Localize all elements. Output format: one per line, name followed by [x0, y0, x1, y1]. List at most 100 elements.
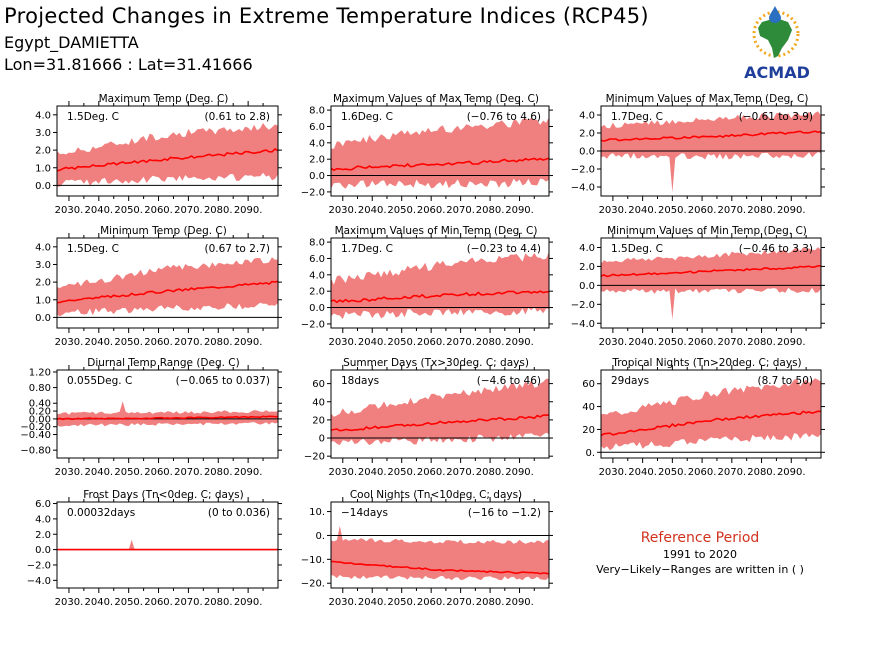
- y-tick-label: 0.80: [29, 383, 51, 394]
- x-tick-label: 2080.: [204, 467, 233, 478]
- x-tick-label: 2080.: [204, 205, 233, 216]
- y-tick-label: 1.20: [29, 367, 51, 378]
- x-tick-label: 2030.: [55, 205, 84, 216]
- sun-dots-icon: [752, 10, 800, 58]
- likely-range-band: [331, 117, 549, 189]
- y-tick-label: −0.80: [20, 446, 51, 457]
- y-tick-label: 3.0: [35, 260, 51, 271]
- x-tick-label: 2040.: [358, 597, 387, 608]
- likely-range-band: [601, 111, 821, 193]
- plot-frame: [600, 369, 822, 459]
- x-tick-label: 2070.: [174, 467, 203, 478]
- x-tick-label: 2060.: [144, 205, 173, 216]
- y-tick-label: 4.0: [309, 138, 325, 149]
- y-tick-label: 60: [312, 379, 325, 390]
- y-tick-label: 4.0: [35, 514, 51, 525]
- y-tick-label: 4.0: [579, 111, 595, 122]
- x-tick-label: 2040.: [84, 337, 113, 348]
- median-change-label: 1.5Deg. C: [67, 243, 119, 255]
- likely-range-band: [57, 257, 278, 317]
- x-tick-label: 2070.: [446, 205, 475, 216]
- median-line: [600, 264, 822, 278]
- y-tick-label: −0.20: [20, 422, 51, 433]
- x-tick-label: 2030.: [55, 467, 84, 478]
- water-drop-icon: [769, 6, 781, 23]
- median-change-label: 29days: [611, 375, 649, 387]
- page-title: Projected Changes in Extreme Temperature…: [4, 4, 649, 28]
- y-tick-label: −2.0: [571, 300, 595, 311]
- y-tick-label: 2.0: [309, 287, 325, 298]
- y-tick-label: 4.0: [35, 242, 51, 253]
- chart-title: Diurnal Temp Range (Deg. C): [87, 357, 239, 369]
- chart-title: Frost Days (Tn<0deg. C; days): [83, 489, 243, 501]
- x-tick-label: 2090.: [777, 337, 806, 348]
- y-tick-label: 0.0: [579, 281, 595, 292]
- x-tick-label: 2050.: [387, 205, 416, 216]
- y-tick-label: −0.40: [20, 430, 51, 441]
- x-tick-label: 2040.: [84, 597, 113, 608]
- x-tick-label: 2070.: [174, 597, 203, 608]
- median-change-label: 1.7Deg. C: [611, 111, 663, 123]
- x-tick-label: 2080.: [476, 205, 505, 216]
- median-change-label: 1.7Deg. C: [341, 243, 393, 255]
- y-tick-label: 60: [582, 379, 595, 390]
- chart-title: Summer Days (Tx>30deg. C; days): [343, 357, 529, 369]
- likely-range-band: [57, 539, 278, 550]
- likely-range-band: [331, 378, 549, 446]
- y-tick-label: 2.0: [35, 278, 51, 289]
- plot-frame: [56, 369, 279, 459]
- chart-panel: −20.−10.0.10.2030. 2040. 2050. 2060. 2070. 20…: [301, 489, 553, 608]
- x-tick-label: 2060.: [144, 597, 173, 608]
- chart-title: Minimum Temp (Deg. C): [100, 225, 227, 237]
- y-tick-label: 40: [312, 397, 325, 408]
- y-tick-label: 40: [582, 402, 595, 413]
- y-tick-label: 0.0: [35, 313, 51, 324]
- median-change-label: 0.00032days: [67, 507, 135, 519]
- x-tick-label: 2040.: [84, 205, 113, 216]
- x-tick-label: 2030.: [328, 467, 357, 478]
- plot-frame: [56, 501, 279, 589]
- median-line: [600, 130, 822, 142]
- africa-map-icon: [758, 18, 792, 58]
- y-tick-label: 6.0: [309, 254, 325, 265]
- chart-title: Tropical Nights (Tn>20deg. C; days): [611, 357, 801, 369]
- x-tick-label: 2060.: [417, 337, 446, 348]
- x-tick-label: 2080.: [747, 337, 776, 348]
- likely-range-label: (0.67 to 2.7): [205, 243, 271, 255]
- x-tick-label: 2030.: [55, 337, 84, 348]
- likely-range-label: (−4.6 to 46): [477, 375, 541, 387]
- x-tick-label: 2070.: [174, 205, 203, 216]
- chart-panel: −0.80 −0.40−0.200.000.200.40 0.80 1.20 2030.…: [20, 357, 282, 478]
- x-tick-label: 2030.: [55, 597, 84, 608]
- y-tick-label: 0.0: [35, 181, 51, 192]
- chart-panel: 0.0 1.0 2.0 3.0 4.0 2030. 2040. 2050. 2060. 2070.…: [35, 93, 282, 216]
- chart-panel: 0.0 1.0 2.0 3.0 4.0 2030. 2040. 2050. 2060. 2070.…: [35, 225, 282, 348]
- x-tick-label: 2090.: [234, 597, 263, 608]
- y-tick-label: 4.0: [579, 243, 595, 254]
- likely-range-band: [331, 251, 549, 320]
- plot-frame: [56, 237, 279, 329]
- x-tick-label: 2030.: [328, 205, 357, 216]
- likely-range-label: (−0.76 to 4.6): [467, 111, 541, 123]
- y-tick-label: −20.: [301, 579, 325, 590]
- x-tick-label: 2060.: [688, 205, 717, 216]
- y-tick-label: 6.0: [35, 499, 51, 510]
- station-coordinates: Lon=31.81666 : Lat=31.41666: [4, 55, 253, 74]
- median-change-label: −14days: [341, 507, 388, 519]
- plot-frame: [330, 237, 550, 329]
- y-tick-label: 1.0: [35, 295, 51, 306]
- likely-range-label: (0 to 0.036): [208, 507, 270, 519]
- x-tick-label: 2060.: [144, 467, 173, 478]
- plot-frame: [330, 369, 550, 459]
- x-tick-label: 2060.: [144, 337, 173, 348]
- chart-title: Maximum Values of Min Temp (Deg. C): [335, 225, 538, 237]
- x-tick-label: 2030.: [328, 597, 357, 608]
- x-tick-label: 2070.: [446, 467, 475, 478]
- chart-title: Minimum Values of Max Temp (Deg. C): [606, 93, 809, 105]
- x-tick-label: 2080.: [747, 467, 776, 478]
- y-tick-label: −4.0: [571, 183, 595, 194]
- chart-title: Minimum Values of Min Temp (Deg. C): [607, 225, 807, 237]
- y-tick-label: 2.0: [35, 146, 51, 157]
- x-tick-label: 2050.: [658, 467, 687, 478]
